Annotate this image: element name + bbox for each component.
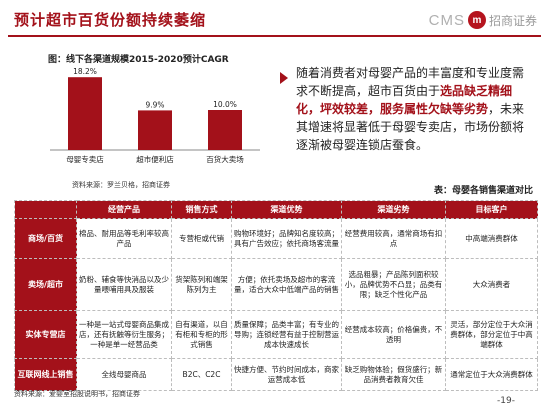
table-header-disadvantages: 渠道劣势: [341, 200, 446, 219]
table-cell: 专营柜或代销: [171, 218, 232, 259]
bullet-text-part1: 随着消费者对母婴产品的丰富度和专业度需求不断提高，超市百货由于: [296, 66, 525, 98]
table-cell: B2C、C2C: [171, 358, 232, 391]
table-cell: 方便；依托卖场及超市的客流量，适合大众中低端产品的销售: [231, 258, 342, 311]
brand-logo-icon: m: [467, 11, 486, 29]
table-header-advantages: 渠道优势: [231, 200, 342, 219]
slide-title: 预计超市百货份额持续萎缩: [14, 11, 207, 29]
table-cell: 货架陈列和端架陈列为主: [171, 258, 232, 311]
table-cell: 棉品、耐用品等毛利率较高产品: [76, 218, 172, 259]
table-cell: 自有渠道，以自有柜和专柜的形式销售: [171, 310, 232, 359]
table-header-sales-method: 销售方式: [171, 200, 232, 219]
category-label-2: 百货大卖场: [206, 154, 244, 164]
row-header-supermarket: 卖场/超市: [14, 258, 77, 311]
bar-1: [138, 110, 172, 150]
row-header-department-store: 商场/百货: [14, 218, 77, 259]
page-number: -19-: [497, 396, 515, 406]
row-header-online: 互联网线上销售: [14, 358, 77, 391]
row-header-specialty-store: 实体专营店: [14, 310, 77, 359]
table-title: 表：母婴各销售渠道对比: [433, 186, 533, 196]
table-header-products: 经营产品: [76, 200, 172, 219]
bullet-highlight: 选品缺乏精细化，坪效较差，服务属性欠缺等劣势: [296, 84, 513, 116]
table-cell: 通常定位于大众消费群体: [445, 358, 538, 391]
table-cell: 选品粗暴；产品陈列面积较小，品牌优势不凸显；品类有限；缺乏个性化产品: [341, 258, 446, 311]
brand-cms-text: CMS: [428, 11, 465, 29]
table-cell: 经营成本较高；价格偏贵，不透明: [341, 310, 446, 359]
table-cell: 质量保障；品类丰富；有专业的导购；连锁经营有益于控制营运成本快速成长: [231, 310, 342, 359]
table-cell: 快捷方便、节约时间成本，商家运营成本低: [231, 358, 342, 391]
table-cell: 全线母婴商品: [76, 358, 172, 391]
title-divider: [8, 35, 541, 37]
bar-value-label-2: 10.0%: [213, 100, 237, 109]
category-label-1: 超市便利店: [136, 154, 174, 164]
table-cell: 大众消费者: [445, 258, 538, 311]
table-cell: 一种是一站式母婴商品集成店，还有抚触等衍生服务；一种是单一经营品类: [76, 310, 172, 359]
table-cell: 中高端消费群体: [445, 218, 538, 259]
table-header-target-customers: 目标客户: [445, 200, 538, 219]
table-row: 商场/百货 棉品、耐用品等毛利率较高产品 专营柜或代销 购物环境好；品牌知名度较…: [14, 218, 538, 259]
category-label-0: 母婴专卖店: [66, 154, 104, 164]
bullet-arrow-icon: [280, 72, 288, 84]
channel-comparison-table: 经营产品 销售方式 渠道优势 渠道劣势 目标客户 商场/百货 棉品、耐用品等毛利…: [14, 200, 538, 391]
table-cell: 购物环境好；品牌知名度较高；具有广告效应；依托商场客流量: [231, 218, 342, 259]
table-row: 互联网线上销售 全线母婴商品 B2C、C2C 快捷方便、节约时间成本，商家运营成…: [14, 358, 538, 391]
table-cell: 奶粉、辅食等快消品以及少量喂哺用具及服装: [76, 258, 172, 311]
cagr-bar-chart: 18.2% 母婴专卖店 9.9% 超市便利店 10.0% 百货大卖场: [50, 67, 260, 164]
table-header-corner: [14, 200, 77, 219]
table-header-row: 经营产品 销售方式 渠道优势 渠道劣势 目标客户: [14, 200, 538, 219]
footer-source: 资料来源：爱婴室招股说明书，招商证券: [14, 390, 140, 398]
bar-value-label-0: 18.2%: [73, 67, 97, 76]
chart-caption: 图：线下各渠道规模2015-2020预计CAGR: [48, 55, 229, 65]
table-cell: 缺乏购物体验；假货盛行；新品消费者教育欠佳: [341, 358, 446, 391]
bar-2: [208, 110, 242, 150]
bullet-text-part2: ，未来其增速将显著低于母婴专卖店，市场份额将逐渐被母婴连锁店蚕食。: [296, 102, 525, 152]
brand-name-text: 招商证券: [488, 13, 537, 28]
table-row: 实体专营店 一种是一站式母婴商品集成店，还有抚触等衍生服务；一种是单一经营品类 …: [14, 310, 538, 359]
table-row: 卖场/超市 奶粉、辅食等快消品以及少量喂哺用具及服装 货架陈列和端架陈列为主 方…: [14, 258, 538, 311]
brand-logo-group: CMS m 招商证券: [429, 10, 537, 30]
bar-value-label-1: 9.9%: [145, 100, 164, 109]
chart-source: 资料来源：罗兰贝格，招商证券: [72, 181, 170, 189]
bullet-paragraph: 随着消费者对母婴产品的丰富度和专业度需求不断提高，超市百货由于选品缺乏精细化，坪…: [296, 64, 528, 154]
bar-0: [68, 77, 102, 150]
table-cell: 灵活，部分定位于大众消费群体，部分定位于中高端群体: [445, 310, 538, 359]
table-cell: 经营费用较高，通常商场有扣点: [341, 218, 446, 259]
title-bar: 预计超市百货份额持续萎缩 CMS m 招商证券: [0, 0, 549, 36]
